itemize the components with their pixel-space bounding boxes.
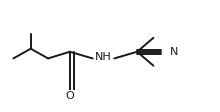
Text: O: O [65,91,74,101]
Text: NH: NH [95,52,112,62]
Text: N: N [170,47,178,57]
